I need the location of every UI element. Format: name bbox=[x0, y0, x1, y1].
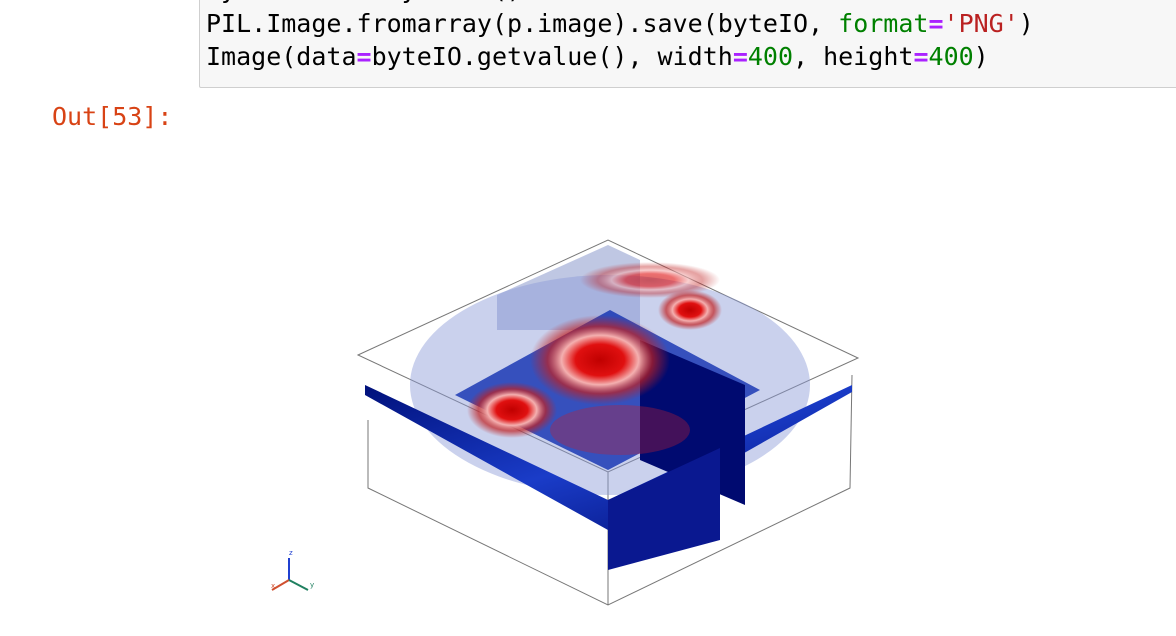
x-axis bbox=[271, 579, 290, 591]
code-token: byteIO.getvalue(), width bbox=[371, 42, 733, 71]
code-line: byteIO = io.BytesIO() bbox=[206, 0, 522, 4]
code-token: ) bbox=[1018, 9, 1034, 38]
code-token: ) bbox=[973, 42, 989, 71]
code-token: byteIO bbox=[206, 0, 311, 4]
blob bbox=[580, 262, 720, 298]
blob bbox=[467, 382, 557, 438]
code-token: PIL.Image.fromarray(p.image).save(byteIO… bbox=[206, 9, 839, 38]
back-slice bbox=[497, 245, 640, 330]
blob bbox=[530, 315, 670, 405]
code-token: = bbox=[732, 42, 748, 71]
code-token: = bbox=[311, 0, 326, 4]
code-token: io.BytesIO() bbox=[326, 0, 522, 4]
code-token: 'PNG' bbox=[943, 9, 1019, 38]
code-token: format bbox=[838, 9, 929, 38]
code-line: PIL.Image.fromarray(p.image).save(byteIO… bbox=[206, 9, 1034, 38]
code-token: = bbox=[928, 9, 944, 38]
code-token: , height bbox=[793, 42, 914, 71]
front-slice bbox=[608, 448, 720, 570]
axis-label: y bbox=[310, 581, 314, 589]
code-token: Image(data bbox=[206, 42, 357, 71]
code-token: 400 bbox=[747, 42, 794, 71]
output-prompt: Out[53]: bbox=[52, 102, 173, 131]
axes-gizmo: z x y bbox=[271, 549, 314, 591]
code-cell[interactable]: byteIO = io.BytesIO() PIL.Image.fromarra… bbox=[199, 0, 1176, 88]
blob bbox=[658, 290, 722, 330]
code-token: = bbox=[913, 42, 929, 71]
y-axis bbox=[288, 579, 309, 591]
axis-label: z bbox=[289, 549, 293, 557]
axis-label: x bbox=[271, 582, 275, 590]
code-token: 400 bbox=[928, 42, 974, 71]
blob bbox=[550, 405, 690, 455]
code-line: Image(data=byteIO.getvalue(), width=400,… bbox=[206, 42, 989, 71]
code-token: = bbox=[356, 42, 372, 71]
